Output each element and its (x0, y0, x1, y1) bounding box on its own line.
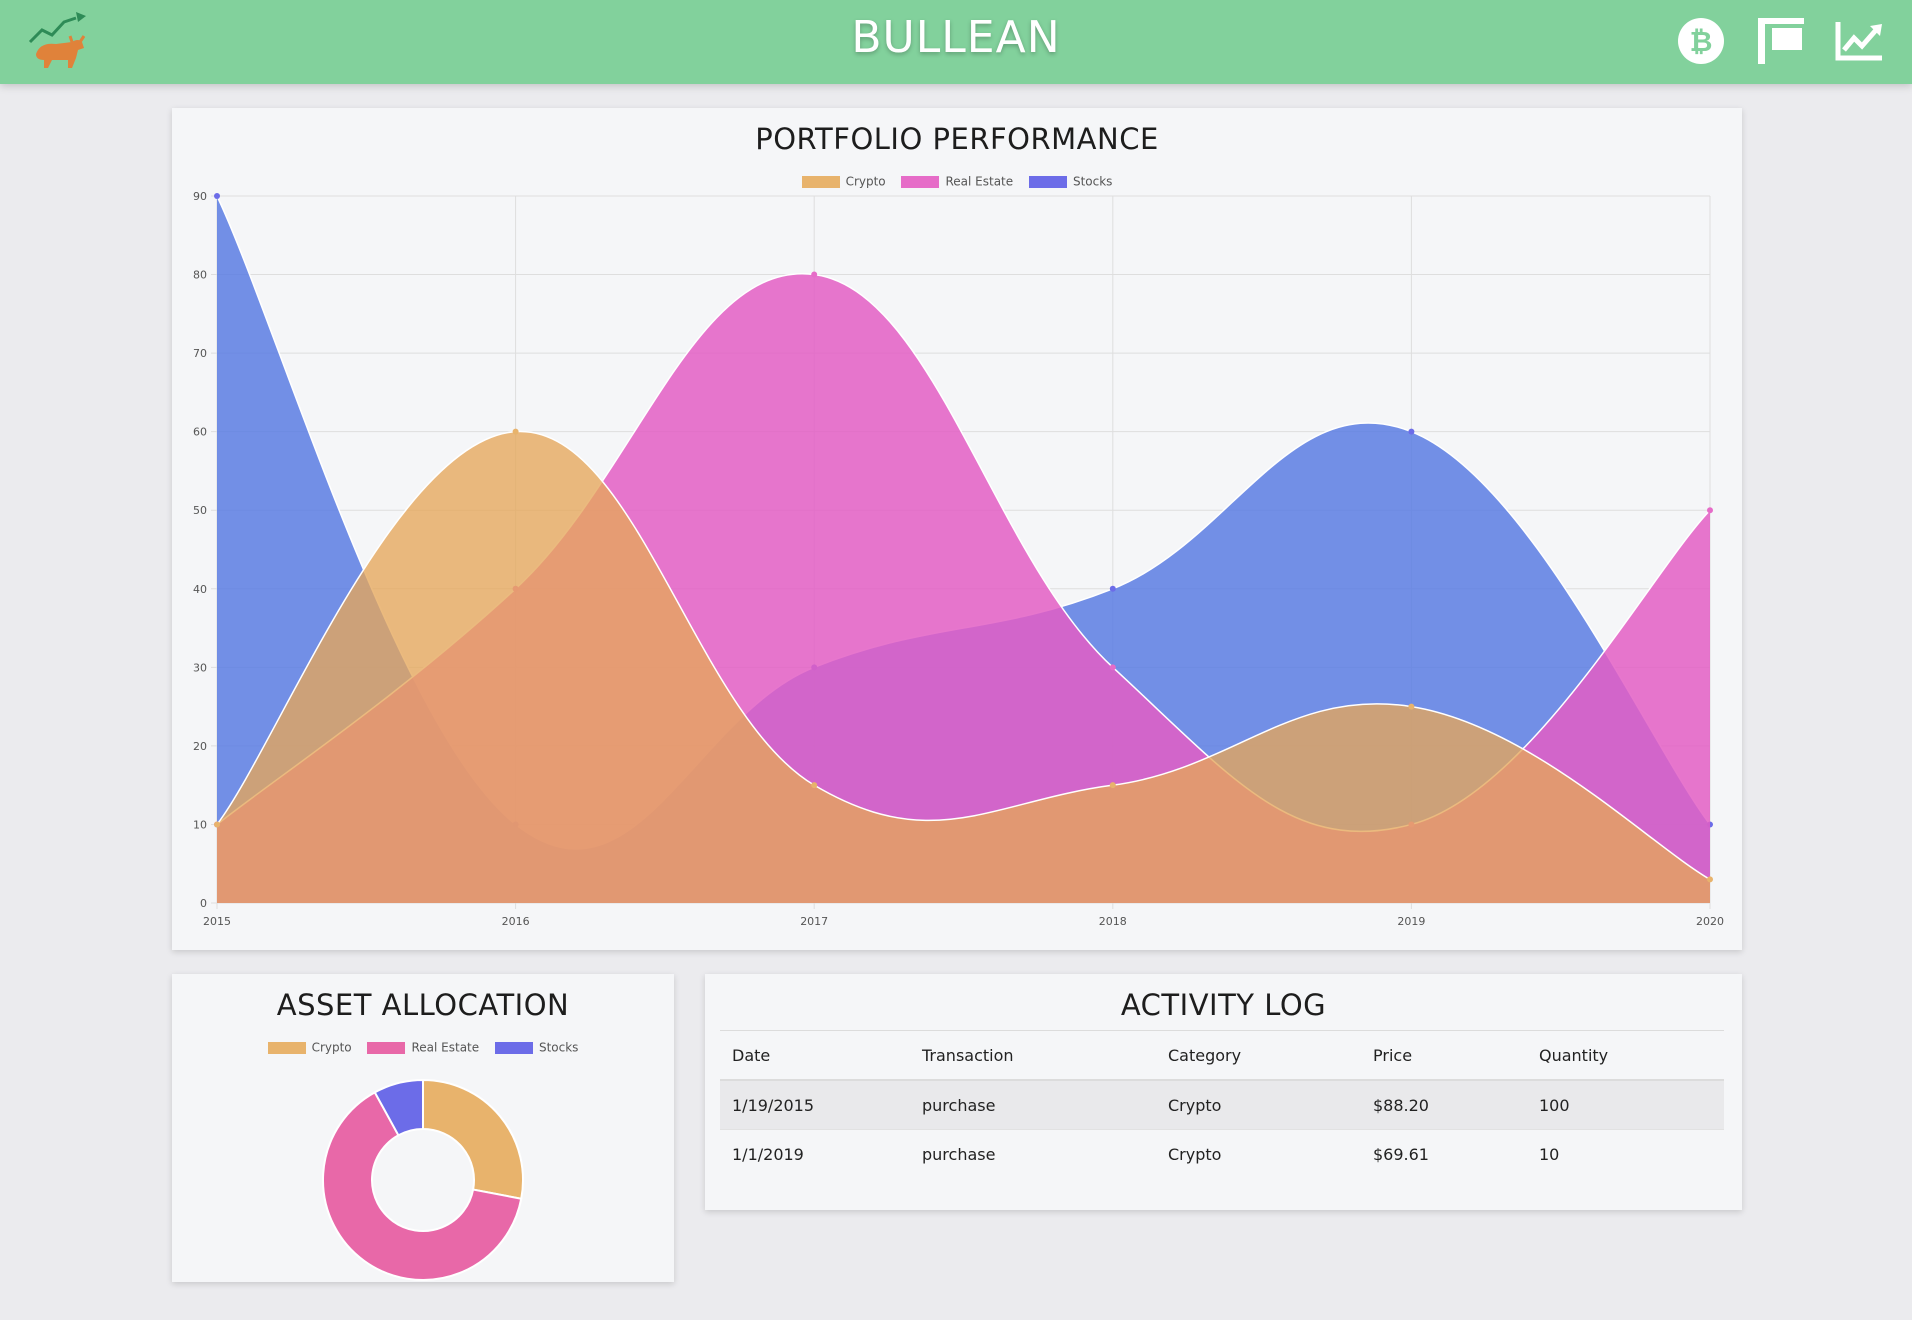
legend-swatch (1028, 175, 1067, 188)
table-header-row: Date Transaction Category Price Quantity (720, 1030, 1724, 1081)
performance-title: PORTFOLIO PERFORMANCE (755, 122, 1159, 156)
y-tick-label: 20 (193, 740, 207, 753)
legend-swatch (267, 1041, 306, 1054)
point-crypto (512, 428, 519, 435)
donut-slice-crypto (422, 1078, 524, 1200)
allocation-card: ASSET ALLOCATION Crypto Real Estate Stoc… (172, 974, 674, 1282)
allocation-donut-chart (322, 1078, 524, 1281)
area-crypto (217, 431, 1710, 903)
y-tick-label: 90 (193, 190, 207, 203)
legend-label: Real Estate (945, 174, 1014, 189)
column-header-price[interactable]: Price (1361, 1030, 1527, 1081)
column-header-date[interactable]: Date (720, 1030, 910, 1081)
legend-label: Stocks (538, 1040, 579, 1055)
point-crypto (214, 821, 220, 828)
bitcoin-icon[interactable]: ₿ (1676, 16, 1726, 66)
y-tick-label: 10 (193, 818, 207, 831)
legend-item-crypto[interactable]: Crypto (801, 174, 886, 189)
y-tick-label: 30 (193, 661, 207, 674)
legend-swatch (494, 1041, 533, 1054)
x-tick-label: 2016 (502, 915, 530, 928)
cell-quantity: 10 (1527, 1129, 1724, 1178)
point-crypto (1408, 703, 1415, 710)
column-header-category[interactable]: Category (1156, 1030, 1361, 1081)
performance-legend: Crypto Real Estate Stocks (172, 174, 1742, 189)
x-tick-label: 2020 (1696, 915, 1724, 928)
legend-swatch (367, 1041, 406, 1054)
real-estate-sign-icon[interactable] (1754, 14, 1806, 66)
point-real-estate (1109, 664, 1116, 671)
allocation-title: ASSET ALLOCATION (276, 988, 570, 1022)
legend-label: Real Estate (411, 1040, 480, 1055)
legend-item-crypto[interactable]: Crypto (267, 1040, 352, 1055)
point-real-estate (1707, 507, 1713, 514)
point-crypto (1109, 782, 1116, 789)
cell-date: 1/19/2015 (720, 1079, 910, 1130)
legend-label: Crypto (845, 174, 886, 189)
performance-card: PORTFOLIO PERFORMANCE Crypto Real Estate… (172, 108, 1742, 950)
activity-card: ACTIVITY LOG Date Transaction Category P… (705, 974, 1742, 1210)
cell-price: $69.61 (1361, 1129, 1527, 1178)
top-header: BULLEAN ₿ (0, 0, 1912, 84)
activity-title: ACTIVITY LOG (1120, 988, 1327, 1022)
x-tick-label: 2017 (800, 915, 828, 928)
cell-transaction: purchase (910, 1079, 1156, 1130)
cell-category: Crypto (1156, 1129, 1361, 1178)
point-real-estate (811, 271, 818, 278)
point-crypto (1707, 876, 1713, 883)
cell-price: $88.20 (1361, 1079, 1527, 1130)
activity-table: Date Transaction Category Price Quantity… (720, 1030, 1724, 1178)
x-tick-label: 2019 (1397, 915, 1425, 928)
legend-label: Crypto (311, 1040, 352, 1055)
legend-item-real-estate[interactable]: Real Estate (367, 1040, 479, 1055)
line-crypto (216, 430, 1711, 881)
x-tick-label: 2018 (1099, 915, 1127, 928)
y-tick-label: 40 (193, 583, 207, 596)
performance-area-chart: 0 10 20 30 40 50 60 70 80 90 2015 2016 2017 2018 2019 2… (193, 190, 1724, 928)
y-tick-label: 50 (193, 504, 207, 517)
donut-slice-real-estate (322, 1091, 523, 1281)
y-tick-label: 80 (193, 269, 207, 282)
point-stocks (1109, 585, 1116, 592)
table-row[interactable]: 1/19/2015 purchase Crypto $88.20 100 (720, 1079, 1724, 1130)
point-stocks (214, 193, 220, 199)
point-crypto (811, 782, 818, 789)
legend-item-real-estate[interactable]: Real Estate (901, 174, 1013, 189)
svg-text:₿: ₿ (1690, 25, 1713, 58)
legend-item-stocks[interactable]: Stocks (494, 1040, 579, 1055)
cell-date: 1/1/2019 (720, 1129, 910, 1178)
cell-transaction: purchase (910, 1129, 1156, 1178)
allocation-legend: Crypto Real Estate Stocks (172, 1040, 674, 1055)
y-tick-label: 70 (193, 347, 207, 360)
point-stocks (1408, 428, 1415, 435)
legend-swatch (801, 175, 840, 188)
legend-swatch (901, 175, 940, 188)
column-header-transaction[interactable]: Transaction (910, 1030, 1156, 1081)
cell-quantity: 100 (1527, 1079, 1724, 1130)
x-tick-label: 2015 (203, 915, 231, 928)
column-header-quantity[interactable]: Quantity (1527, 1030, 1724, 1081)
y-tick-label: 0 (200, 897, 207, 910)
bull-logo-icon[interactable] (26, 8, 92, 74)
y-tick-label: 60 (193, 426, 207, 439)
stock-trend-icon[interactable] (1834, 18, 1886, 62)
cell-category: Crypto (1156, 1079, 1361, 1130)
legend-label: Stocks (1072, 174, 1113, 189)
table-row[interactable]: 1/1/2019 purchase Crypto $69.61 10 (720, 1129, 1724, 1178)
legend-item-stocks[interactable]: Stocks (1028, 174, 1113, 189)
app-title: BULLEAN (851, 12, 1061, 63)
donut-slice-stocks (373, 1078, 424, 1137)
